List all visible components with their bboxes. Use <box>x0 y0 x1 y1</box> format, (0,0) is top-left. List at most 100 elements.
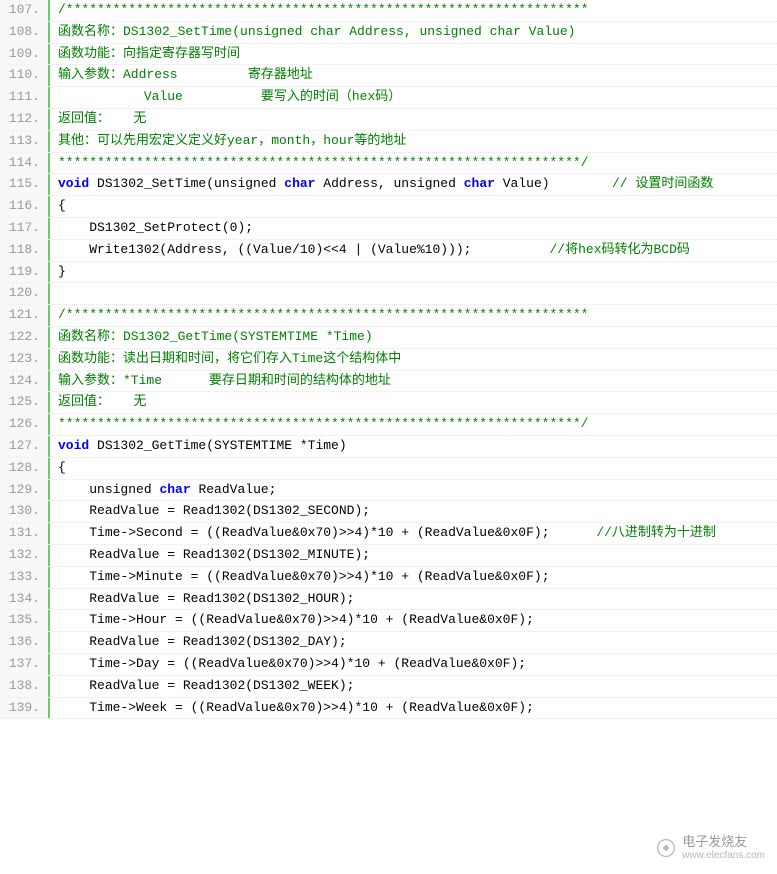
code-token: ReadValue = Read1302(DS1302_DAY); <box>58 634 347 649</box>
code-line[interactable]: 122.函数名称：DS1302_GetTime(SYSTEMTIME *Time… <box>0 327 777 349</box>
line-content[interactable]: 函数名称：DS1302_SetTime(unsigned char Addres… <box>50 22 777 43</box>
code-line[interactable]: 133. Time->Minute = ((ReadValue&0x70)>>4… <box>0 567 777 589</box>
code-token: void <box>58 176 89 191</box>
elecfans-logo-icon <box>656 838 676 858</box>
code-line[interactable]: 135. Time->Hour = ((ReadValue&0x70)>>4)*… <box>0 610 777 632</box>
line-content[interactable]: 返回值： 无 <box>50 109 777 130</box>
code-token: DS1302_SetProtect(0); <box>58 220 253 235</box>
line-content[interactable]: ****************************************… <box>50 153 777 174</box>
code-token: ReadValue = Read1302(DS1302_HOUR); <box>58 591 354 606</box>
code-line[interactable]: 113.其他：可以先用宏定义定义好year，month，hour等的地址 <box>0 131 777 153</box>
code-line[interactable]: 121. /***********************************… <box>0 305 777 327</box>
line-number: 113. <box>0 131 50 152</box>
code-token: ****************************************… <box>58 416 589 431</box>
code-line[interactable]: 110.输入参数：Address 寄存器地址 <box>0 65 777 87</box>
code-line[interactable]: 126.************************************… <box>0 414 777 436</box>
code-line[interactable]: 107./***********************************… <box>0 0 777 22</box>
line-number: 136. <box>0 632 50 653</box>
code-line[interactable]: 124.输入参数：*Time 要存日期和时间的结构体的地址 <box>0 371 777 393</box>
line-content[interactable]: { <box>50 458 777 479</box>
code-line[interactable]: 116.{ <box>0 196 777 218</box>
line-number: 134. <box>0 589 50 610</box>
code-line[interactable]: 136. ReadValue = Read1302(DS1302_DAY); <box>0 632 777 654</box>
line-number: 123. <box>0 349 50 370</box>
line-content[interactable]: /***************************************… <box>50 305 777 326</box>
line-content[interactable]: Value 要写入的时间（hex码） <box>50 87 777 108</box>
line-content[interactable]: ReadValue = Read1302(DS1302_DAY); <box>50 632 777 653</box>
code-line[interactable]: 134. ReadValue = Read1302(DS1302_HOUR); <box>0 589 777 611</box>
line-content[interactable]: Time->Second = ((ReadValue&0x70)>>4)*10 … <box>50 523 777 544</box>
code-line[interactable]: 127.void DS1302_GetTime(SYSTEMTIME *Time… <box>0 436 777 458</box>
line-content[interactable]: ReadValue = Read1302(DS1302_HOUR); <box>50 589 777 610</box>
code-line[interactable]: 123.函数功能：读出日期和时间，将它们存入Time这个结构体中 <box>0 349 777 371</box>
line-content[interactable]: void DS1302_GetTime(SYSTEMTIME *Time) <box>50 436 777 457</box>
code-token: //八进制转为十进制 <box>596 525 716 540</box>
line-content[interactable]: 函数功能：读出日期和时间，将它们存入Time这个结构体中 <box>50 349 777 370</box>
code-line[interactable]: 112.返回值： 无 <box>0 109 777 131</box>
line-content[interactable]: 函数功能：向指定寄存器写时间 <box>50 44 777 65</box>
line-number: 122. <box>0 327 50 348</box>
line-content[interactable]: Write1302(Address, ((Value/10)<<4 | (Val… <box>50 240 777 261</box>
code-token: /***************************************… <box>58 307 589 322</box>
code-line[interactable]: 139. Time->Week = ((ReadValue&0x70)>>4)*… <box>0 698 777 720</box>
line-number: 119. <box>0 262 50 283</box>
line-content[interactable]: Time->Day = ((ReadValue&0x70)>>4)*10 + (… <box>50 654 777 675</box>
code-token: //将hex码转化为BCD码 <box>550 242 690 257</box>
line-content[interactable]: 输入参数：Address 寄存器地址 <box>50 65 777 86</box>
code-token: Time->Day = ((ReadValue&0x70)>>4)*10 + (… <box>58 656 526 671</box>
code-line[interactable]: 125.返回值： 无 <box>0 392 777 414</box>
line-number: 120. <box>0 283 50 304</box>
code-token: 返回值： 无 <box>58 394 146 409</box>
code-line[interactable]: 138. ReadValue = Read1302(DS1302_WEEK); <box>0 676 777 698</box>
line-number: 121. <box>0 305 50 326</box>
code-line[interactable]: 137. Time->Day = ((ReadValue&0x70)>>4)*1… <box>0 654 777 676</box>
line-content[interactable]: Time->Minute = ((ReadValue&0x70)>>4)*10 … <box>50 567 777 588</box>
code-line[interactable]: 129. unsigned char ReadValue; <box>0 480 777 502</box>
code-line[interactable]: 117. DS1302_SetProtect(0); <box>0 218 777 240</box>
line-content[interactable]: 返回值： 无 <box>50 392 777 413</box>
line-number: 110. <box>0 65 50 86</box>
line-content[interactable]: ReadValue = Read1302(DS1302_SECOND); <box>50 501 777 522</box>
line-content[interactable]: /***************************************… <box>50 0 777 21</box>
code-line[interactable]: 111. Value 要写入的时间（hex码） <box>0 87 777 109</box>
code-token: DS1302_SetTime(unsigned <box>89 176 284 191</box>
line-content[interactable]: ReadValue = Read1302(DS1302_WEEK); <box>50 676 777 697</box>
line-number: 138. <box>0 676 50 697</box>
code-line[interactable]: 119.} <box>0 262 777 284</box>
code-token: Write1302(Address, ((Value/10)<<4 | (Val… <box>58 242 550 257</box>
line-number: 115. <box>0 174 50 195</box>
line-content[interactable]: void DS1302_SetTime(unsigned char Addres… <box>50 174 777 195</box>
line-number: 118. <box>0 240 50 261</box>
code-token: /***************************************… <box>58 2 589 17</box>
watermark-brand: 电子发烧友 <box>682 834 765 850</box>
code-line[interactable]: 132. ReadValue = Read1302(DS1302_MINUTE)… <box>0 545 777 567</box>
code-token: ReadValue = Read1302(DS1302_MINUTE); <box>58 547 370 562</box>
code-line[interactable]: 131. Time->Second = ((ReadValue&0x70)>>4… <box>0 523 777 545</box>
line-content[interactable]: 函数名称：DS1302_GetTime(SYSTEMTIME *Time) <box>50 327 777 348</box>
code-token: unsigned <box>58 482 159 497</box>
line-content[interactable]: unsigned char ReadValue; <box>50 480 777 501</box>
code-line[interactable]: 115.void DS1302_SetTime(unsigned char Ad… <box>0 174 777 196</box>
code-line[interactable]: 130. ReadValue = Read1302(DS1302_SECOND)… <box>0 501 777 523</box>
line-content[interactable]: ReadValue = Read1302(DS1302_MINUTE); <box>50 545 777 566</box>
code-token: Time->Hour = ((ReadValue&0x70)>>4)*10 + … <box>58 612 534 627</box>
line-content[interactable]: 输入参数：*Time 要存日期和时间的结构体的地址 <box>50 371 777 392</box>
code-line[interactable]: 128.{ <box>0 458 777 480</box>
line-content[interactable]: DS1302_SetProtect(0); <box>50 218 777 239</box>
line-content[interactable]: { <box>50 196 777 217</box>
line-content[interactable]: 其他：可以先用宏定义定义好year，month，hour等的地址 <box>50 131 777 152</box>
code-line[interactable]: 114.************************************… <box>0 153 777 175</box>
code-line[interactable]: 118. Write1302(Address, ((Value/10)<<4 |… <box>0 240 777 262</box>
line-content[interactable]: ****************************************… <box>50 414 777 435</box>
code-line[interactable]: 109.函数功能：向指定寄存器写时间 <box>0 44 777 66</box>
line-content[interactable]: Time->Week = ((ReadValue&0x70)>>4)*10 + … <box>50 698 777 719</box>
code-line[interactable]: 120. <box>0 283 777 305</box>
code-line[interactable]: 108.函数名称：DS1302_SetTime(unsigned char Ad… <box>0 22 777 44</box>
code-token: Time->Week = ((ReadValue&0x70)>>4)*10 + … <box>58 700 534 715</box>
line-content[interactable]: } <box>50 262 777 283</box>
code-token: { <box>58 460 66 475</box>
code-token: void <box>58 438 89 453</box>
code-token: 返回值： 无 <box>58 111 146 126</box>
line-content[interactable]: Time->Hour = ((ReadValue&0x70)>>4)*10 + … <box>50 610 777 631</box>
line-content[interactable] <box>50 283 777 304</box>
